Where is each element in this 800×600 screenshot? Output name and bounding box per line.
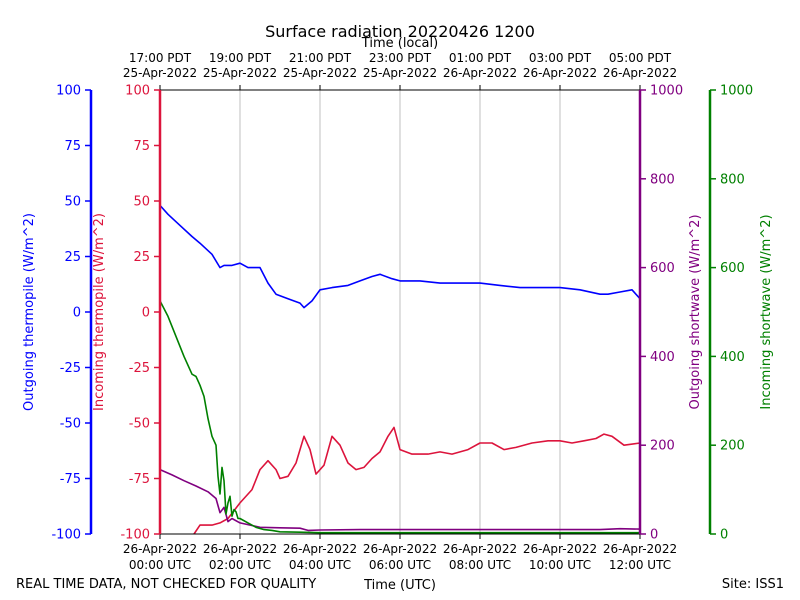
- x-tick-label-local-time: 17:00 PDT: [129, 51, 192, 65]
- y-tick-label-outgoing-thermopile: -100: [51, 528, 81, 543]
- y-tick-label-incoming-thermopile: -100: [120, 528, 150, 543]
- y-tick-label-outgoing-shortwave: 400: [650, 350, 675, 365]
- y-tick-label-outgoing-shortwave: 200: [650, 439, 675, 454]
- y-axis-label-incoming-thermopile: Incoming thermopile (W/m^2): [92, 213, 107, 411]
- footer-left: REAL TIME DATA, NOT CHECKED FOR QUALITY: [16, 577, 316, 592]
- grid-layer: [239, 90, 561, 534]
- x-tick-label-utc-time: 10:00 UTC: [529, 558, 591, 572]
- x-tick-label-utc-date: 26-Apr-2022: [363, 542, 437, 556]
- x-tick-label-local-date: 26-Apr-2022: [523, 66, 597, 80]
- x-tick-label-utc-date: 26-Apr-2022: [203, 542, 277, 556]
- y-tick-label-outgoing-thermopile: 25: [64, 250, 81, 265]
- y-tick-label-incoming-shortwave: 600: [720, 261, 745, 276]
- x-tick-label-local-time: 23:00 PDT: [369, 51, 432, 65]
- x-tick-label-utc-date: 26-Apr-2022: [283, 542, 357, 556]
- x-tick-label-utc-date: 26-Apr-2022: [603, 542, 677, 556]
- series-line-outgoing-shortwave: [159, 468, 641, 532]
- y-tick-label-outgoing-shortwave: 600: [650, 261, 675, 276]
- x-tick-label-utc-date: 26-Apr-2022: [443, 542, 517, 556]
- y-tick-label-incoming-shortwave: 0: [720, 528, 728, 543]
- y-tick-label-incoming-thermopile: -25: [129, 361, 150, 376]
- y-tick-label-incoming-thermopile: 75: [133, 139, 150, 154]
- y-tick-label-outgoing-thermopile: 50: [64, 195, 81, 210]
- y-axis-label-outgoing-thermopile: Outgoing thermopile (W/m^2): [22, 213, 37, 411]
- x-tick-label-utc-time: 06:00 UTC: [369, 558, 431, 572]
- y-tick-label-outgoing-thermopile: -75: [60, 472, 81, 487]
- x-tick-label-utc-time: 02:00 UTC: [209, 558, 271, 572]
- y-tick-label-incoming-thermopile: 25: [133, 250, 150, 265]
- y-axis-label-outgoing-shortwave: Outgoing shortwave (W/m^2): [688, 214, 703, 409]
- top-axis-label: Time (local): [361, 36, 438, 51]
- y-tick-label-incoming-shortwave: 800: [720, 172, 745, 187]
- x-tick-label-local-date: 25-Apr-2022: [283, 66, 357, 80]
- x-tick-label-utc-date: 26-Apr-2022: [523, 542, 597, 556]
- x-tick-label-local-date: 26-Apr-2022: [443, 66, 517, 80]
- x-axis-label: Time (UTC): [363, 578, 436, 593]
- y-tick-label-outgoing-thermopile: -50: [60, 417, 81, 432]
- series-layer: [159, 204, 641, 535]
- y-axis-label-incoming-shortwave: Incoming shortwave (W/m^2): [759, 214, 774, 409]
- x-tick-label-local-date: 25-Apr-2022: [363, 66, 437, 80]
- x-tick-label-utc-time: 04:00 UTC: [289, 558, 351, 572]
- x-tick-label-local-time: 05:00 PDT: [609, 51, 672, 65]
- x-tick-label-utc-date: 26-Apr-2022: [123, 542, 197, 556]
- x-tick-label-local-time: 01:00 PDT: [449, 51, 512, 65]
- y-tick-label-incoming-shortwave: 400: [720, 350, 745, 365]
- x-tick-label-utc-time: 12:00 UTC: [609, 558, 671, 572]
- y-tick-label-incoming-shortwave: 1000: [720, 84, 753, 99]
- x-tick-label-local-date: 25-Apr-2022: [123, 66, 197, 80]
- x-tick-label-local-date: 25-Apr-2022: [203, 66, 277, 80]
- y-tick-label-outgoing-thermopile: -25: [60, 361, 81, 376]
- y-tick-label-outgoing-thermopile: 0: [73, 306, 81, 321]
- y-tick-label-outgoing-shortwave: 1000: [650, 84, 683, 99]
- y-tick-label-outgoing-thermopile: 100: [56, 84, 81, 99]
- x-tick-label-utc-time: 00:00 UTC: [129, 558, 191, 572]
- footer-right: Site: ISS1: [722, 577, 784, 592]
- x-tick-label-local-time: 21:00 PDT: [289, 51, 352, 65]
- y-tick-label-incoming-shortwave: 200: [720, 439, 745, 454]
- x-tick-label-local-date: 26-Apr-2022: [603, 66, 677, 80]
- x-tick-label-local-time: 03:00 PDT: [529, 51, 592, 65]
- x-tick-label-local-time: 19:00 PDT: [209, 51, 272, 65]
- x-tick-label-utc-time: 08:00 UTC: [449, 558, 511, 572]
- y-tick-label-outgoing-thermopile: 75: [64, 139, 81, 154]
- y-tick-label-incoming-thermopile: -75: [129, 472, 150, 487]
- y-tick-label-incoming-thermopile: 50: [133, 195, 150, 210]
- y-tick-label-incoming-thermopile: -50: [129, 417, 150, 432]
- series-line-incoming-thermopile: [193, 426, 641, 535]
- y-tick-label-outgoing-shortwave: 0: [650, 528, 658, 543]
- chart-title: Surface radiation 20220426 1200: [265, 22, 535, 41]
- y-tick-label-outgoing-shortwave: 800: [650, 172, 675, 187]
- y-tick-label-incoming-thermopile: 0: [142, 306, 150, 321]
- series-line-incoming-shortwave: [159, 300, 640, 534]
- y-tick-label-incoming-thermopile: 100: [125, 84, 150, 99]
- series-line-outgoing-thermopile: [159, 204, 641, 309]
